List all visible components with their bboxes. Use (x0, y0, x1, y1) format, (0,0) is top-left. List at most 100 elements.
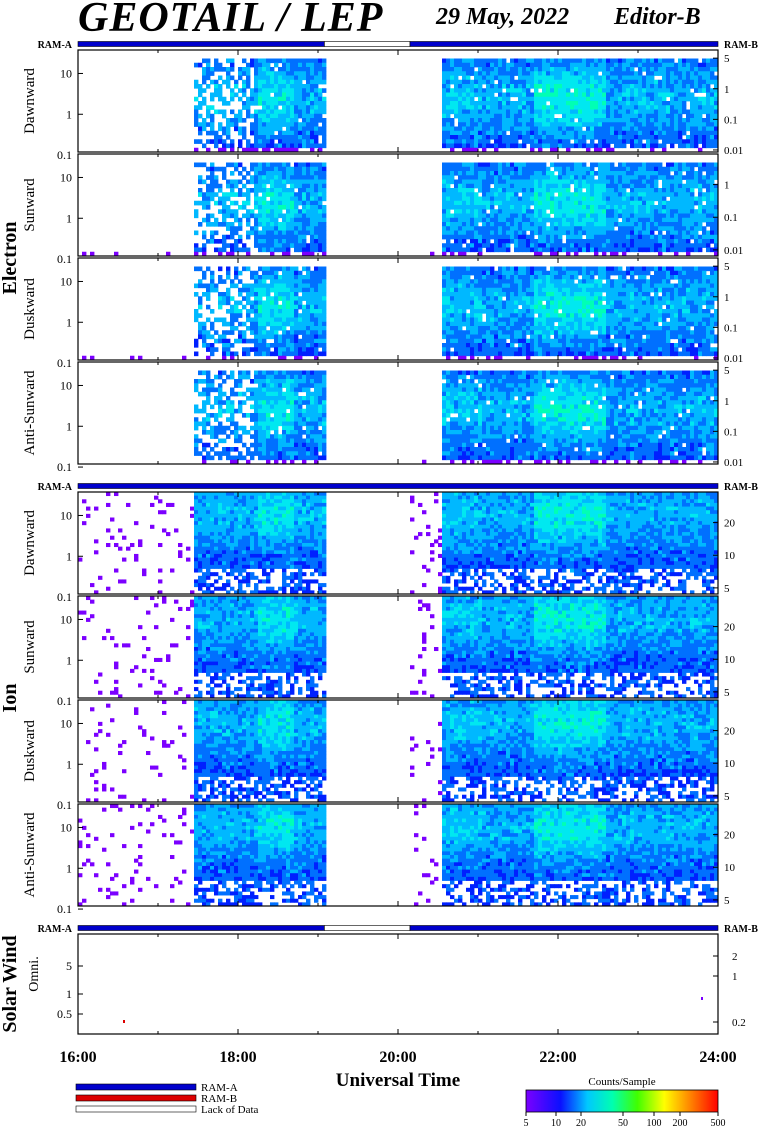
spectrogram-cell (494, 338, 499, 344)
spectrogram-cell (582, 205, 587, 210)
spectrogram-cell (290, 188, 295, 193)
spectrogram-cell (686, 251, 691, 257)
spectrogram-cell (550, 209, 555, 214)
spectrogram-cell (498, 287, 503, 293)
spectrogram-cell (562, 79, 567, 85)
spectrogram-cell (462, 209, 467, 214)
spectrogram-cell (486, 188, 491, 193)
spectrogram-cell (578, 88, 583, 93)
spectrogram-cell (286, 338, 291, 344)
spectrogram-cell (582, 143, 587, 149)
spectrogram-cell (266, 139, 271, 144)
spectrogram-cell (462, 143, 467, 149)
spectrogram-cell (286, 71, 291, 76)
spectrogram-cell (654, 96, 659, 102)
spectrogram-cell (518, 287, 523, 293)
spectrogram-cell (578, 162, 583, 168)
spectrogram-cell (598, 126, 603, 132)
spectrogram-cell (662, 234, 667, 240)
spectrogram-cell (530, 126, 535, 132)
spectrogram-cell (298, 296, 303, 301)
spectrogram-cell (442, 209, 447, 214)
spectrogram-cell (462, 75, 467, 81)
spectrogram-cell (482, 135, 487, 140)
spectrogram-cell (650, 122, 655, 127)
spectrogram-cell (618, 192, 623, 197)
spectrogram-cell (278, 205, 283, 210)
spectrogram-cell (630, 209, 635, 214)
spectrogram-cell (494, 130, 499, 136)
spectrogram-cell (670, 247, 675, 253)
spectrogram-cell (622, 205, 627, 210)
spectrogram-cell (658, 143, 663, 149)
spectrogram-cell (510, 179, 515, 185)
spectrogram-cell (274, 166, 279, 172)
spectrogram-cell (558, 222, 563, 227)
spectrogram-cell (306, 92, 311, 98)
spectrogram-cell (218, 166, 223, 172)
spectrogram-cell (694, 88, 699, 93)
spectrogram-cell (482, 275, 487, 280)
spectrogram-cell (198, 62, 203, 68)
spectrogram-cell (586, 196, 591, 202)
spectrogram-cell (686, 75, 691, 81)
spectrogram-cell (714, 105, 719, 110)
spectrogram-cell (282, 75, 287, 81)
spectrogram-cell (546, 92, 551, 98)
spectrogram-cell (250, 338, 255, 344)
spectrogram-cell (226, 130, 231, 136)
spectrogram-cell (450, 62, 455, 68)
spectrogram-cell (294, 101, 299, 106)
spectrogram-cell (294, 309, 299, 314)
spectrogram-cell (446, 71, 451, 76)
spectrogram-cell (222, 334, 227, 340)
spectrogram-cell (262, 200, 267, 206)
spectrogram-cell (286, 196, 291, 202)
spectrogram-cell (258, 296, 263, 301)
spectrogram-cell (210, 275, 215, 280)
spectrogram-cell (558, 84, 563, 89)
spectrogram-cell (466, 217, 471, 223)
spectrogram-cell (526, 296, 531, 301)
spectrogram-cell (674, 196, 679, 202)
spectrogram-cell (594, 200, 599, 206)
spectrogram-cell (510, 79, 515, 85)
spectrogram-cell (630, 135, 635, 140)
spectrogram-cell (474, 304, 479, 310)
spectrogram-cell (614, 247, 619, 253)
spectrogram-cell (290, 304, 295, 310)
spectrogram-cell (694, 96, 699, 102)
spectrogram-cell (222, 209, 227, 214)
spectrogram-cell (294, 135, 299, 140)
spectrogram-cell (706, 67, 711, 72)
spectrogram-cell (574, 58, 579, 64)
spectrogram-cell (274, 171, 279, 176)
spectrogram-cell (550, 88, 555, 93)
spectrogram-cell (458, 275, 463, 280)
spectrogram-cell (130, 355, 135, 361)
spectrogram-cell (314, 171, 319, 176)
spectrogram-cell (294, 139, 299, 144)
spectrogram-cell (586, 171, 591, 176)
spectrogram-cell (566, 166, 571, 172)
spectrogram-cell (466, 162, 471, 168)
spectrogram-cell (222, 143, 227, 149)
spectrogram-cell (294, 62, 299, 68)
spectrogram-cell (270, 75, 275, 81)
spectrogram-cell (442, 162, 447, 168)
spectrogram-cell (526, 347, 531, 352)
spectrogram-cell (526, 58, 531, 64)
spectrogram-cell (502, 58, 507, 64)
spectrogram-cell (566, 175, 571, 180)
spectrogram-cell (214, 217, 219, 223)
spectrogram-cell (674, 200, 679, 206)
spectrogram-cell (602, 188, 607, 193)
spectrogram-cell (690, 226, 695, 231)
spectrogram-cell (702, 239, 707, 244)
spectrogram-cell (514, 179, 519, 185)
spectrogram-cell (274, 79, 279, 85)
spectrogram-cell (214, 317, 219, 323)
spectrogram-cell (486, 347, 491, 352)
spectrogram-cell (454, 234, 459, 240)
spectrogram-cell (250, 230, 255, 236)
